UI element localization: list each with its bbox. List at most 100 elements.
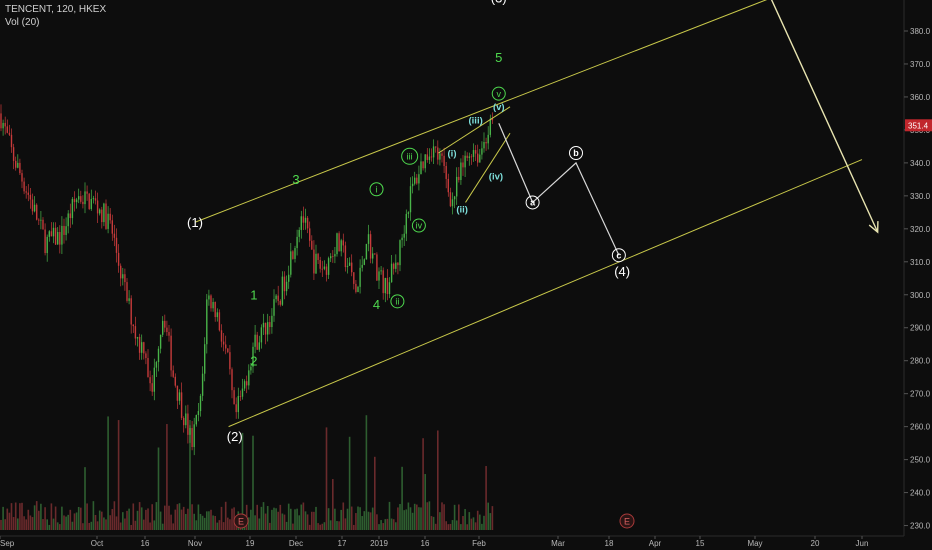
volume-bar <box>84 467 86 530</box>
candle-body <box>285 281 288 292</box>
volume-bar <box>279 504 282 530</box>
volume-bar <box>266 506 269 530</box>
candle-body <box>82 201 84 205</box>
volume-bar <box>308 524 311 530</box>
candle-body <box>90 199 92 209</box>
candle-body <box>290 251 292 275</box>
candle-body <box>342 240 344 246</box>
volume-bar <box>44 507 46 530</box>
volume-bar <box>227 517 229 530</box>
volume-bar <box>256 504 258 530</box>
candle-body <box>176 385 179 401</box>
candle-body <box>304 217 307 223</box>
candle-body <box>277 295 279 301</box>
volume-bar <box>462 516 464 530</box>
earnings-marker-label: E <box>238 517 244 527</box>
volume-bar <box>388 501 391 530</box>
volume-bar <box>458 504 460 530</box>
wave-label-4: 4 <box>373 297 380 312</box>
price-tick-label: 230.0 <box>910 522 931 531</box>
candle-body <box>201 373 204 396</box>
volume-bar <box>206 511 208 530</box>
volume-bar <box>334 508 336 530</box>
candle-body <box>264 322 267 335</box>
candle-body <box>111 220 113 234</box>
wave-label-circle <box>411 218 426 233</box>
candle-body <box>407 212 410 214</box>
wave-label-1: (1) <box>187 215 203 230</box>
volume-bar <box>359 507 361 530</box>
volume-bar <box>306 514 309 530</box>
volume-bar <box>294 509 296 530</box>
volume-bar <box>130 524 132 530</box>
volume-bar <box>445 521 447 530</box>
candle-body <box>172 370 174 377</box>
candle-body <box>183 417 185 426</box>
volume-bar <box>193 513 195 530</box>
volume-bar <box>42 519 44 530</box>
time-axis[interactable]: Sep Oct 16 Nov 19 Dec 17 2019 16 Feb Mar 18 Apr 15 May… <box>0 535 904 548</box>
volume-bar <box>128 508 130 530</box>
volume-bar <box>489 513 492 530</box>
candle-body <box>239 396 242 397</box>
candle-body <box>418 174 420 184</box>
volume-bar <box>224 501 227 530</box>
candle-body <box>256 334 258 350</box>
volume-bar <box>67 514 69 530</box>
volume-bar <box>329 520 332 530</box>
candle-body <box>162 320 164 335</box>
candle-body <box>143 342 145 354</box>
candle-body <box>199 395 202 412</box>
candle-body <box>46 236 48 254</box>
forecast-arrow-shaft <box>770 0 879 233</box>
volume-bar <box>199 513 202 530</box>
volume-bar <box>275 508 277 530</box>
volume-bar <box>8 512 11 530</box>
volume-bar <box>378 524 380 530</box>
volume-bar <box>313 511 315 530</box>
volume-bar <box>161 523 164 530</box>
volume-bar <box>254 515 256 530</box>
wave-label-ii: ii <box>395 297 399 307</box>
candle-body <box>214 302 216 318</box>
volume-bar <box>479 514 481 530</box>
candle-body <box>193 424 195 448</box>
candle-body <box>485 141 487 144</box>
volume-bar <box>323 522 326 530</box>
candle-body <box>435 146 437 148</box>
volume-bar <box>290 508 292 530</box>
candle-body <box>21 173 23 182</box>
volume-bar <box>170 514 172 530</box>
volume-bar <box>455 520 458 530</box>
price-axis[interactable]: 380.0370.0360.0350.0340.0330.0320.0310.0… <box>903 0 932 536</box>
candle-body <box>31 199 34 212</box>
candle-body <box>73 198 76 203</box>
candle-body <box>248 370 250 386</box>
candle-body <box>489 118 491 135</box>
earnings-marker-circle <box>619 513 635 529</box>
volume-bar <box>300 504 303 530</box>
candle-body <box>84 191 86 205</box>
volume-bar <box>277 511 279 530</box>
volume-bar <box>390 518 393 530</box>
volume-bar <box>474 522 477 530</box>
volume-bar <box>447 524 450 530</box>
candle-body <box>145 353 147 359</box>
candle-body <box>27 192 29 195</box>
volume-bar <box>222 522 225 530</box>
volume-bar <box>363 511 366 530</box>
volume-bar <box>117 420 120 530</box>
candle-body <box>132 324 134 327</box>
candle-body <box>353 272 355 284</box>
candle-body <box>399 240 401 266</box>
volume-bar <box>119 522 122 530</box>
volume-bar <box>59 524 61 530</box>
candle-body <box>323 266 326 269</box>
upper-channel <box>194 0 768 223</box>
candle-body <box>336 233 338 255</box>
volume-bar <box>405 509 408 530</box>
volume-bar <box>395 522 397 530</box>
volume-bar <box>319 524 321 530</box>
candle-body <box>348 262 351 266</box>
